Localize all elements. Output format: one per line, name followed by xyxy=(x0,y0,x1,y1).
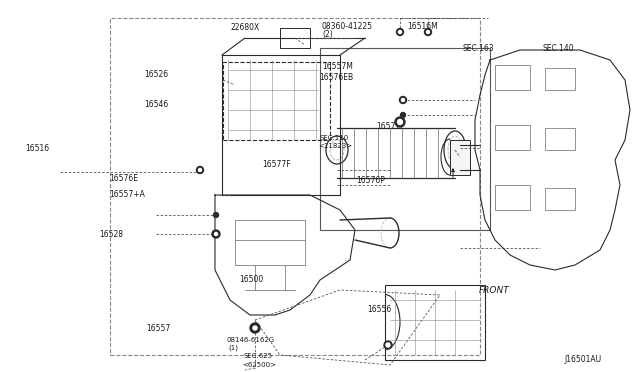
Text: 16500: 16500 xyxy=(239,275,263,283)
Text: 16526: 16526 xyxy=(144,70,168,79)
Circle shape xyxy=(399,96,406,103)
Circle shape xyxy=(399,31,401,33)
Text: 08360-41225: 08360-41225 xyxy=(322,22,373,31)
Text: (1): (1) xyxy=(228,344,239,351)
Circle shape xyxy=(401,99,404,102)
Text: 16528: 16528 xyxy=(99,230,123,239)
Text: 16516: 16516 xyxy=(26,144,50,153)
Text: 16557+A: 16557+A xyxy=(109,190,145,199)
Bar xyxy=(385,285,485,360)
Circle shape xyxy=(397,119,403,125)
Circle shape xyxy=(386,343,390,347)
Text: SEC.140: SEC.140 xyxy=(543,44,574,53)
Circle shape xyxy=(250,323,260,333)
Text: 16576EB: 16576EB xyxy=(319,73,353,82)
Circle shape xyxy=(426,31,429,33)
Bar xyxy=(495,185,530,210)
Text: 16557: 16557 xyxy=(146,324,170,333)
Circle shape xyxy=(401,112,406,118)
Circle shape xyxy=(214,212,218,218)
Bar xyxy=(450,140,470,175)
Text: SEC.625: SEC.625 xyxy=(243,353,272,359)
Circle shape xyxy=(395,117,405,127)
Bar xyxy=(545,68,575,90)
Circle shape xyxy=(212,230,220,238)
Circle shape xyxy=(253,326,257,330)
Circle shape xyxy=(214,232,218,235)
Text: 16576P: 16576P xyxy=(356,176,385,185)
Text: 16577F: 16577F xyxy=(262,160,291,169)
Text: 16516M: 16516M xyxy=(407,22,438,31)
Circle shape xyxy=(424,29,431,35)
Circle shape xyxy=(196,167,204,173)
Text: 08146-6162G: 08146-6162G xyxy=(227,337,275,343)
Text: 16556: 16556 xyxy=(367,305,392,314)
Text: FRONT: FRONT xyxy=(479,286,509,295)
Bar xyxy=(110,18,480,355)
Text: 16577F: 16577F xyxy=(376,122,405,131)
Text: SEC.110: SEC.110 xyxy=(320,135,349,141)
Text: 16576E: 16576E xyxy=(109,174,138,183)
Text: 16557M: 16557M xyxy=(323,62,353,71)
Bar xyxy=(545,188,575,210)
Circle shape xyxy=(397,29,403,35)
Text: J16501AU: J16501AU xyxy=(564,355,602,364)
Bar xyxy=(223,62,330,140)
Text: 22680X: 22680X xyxy=(230,23,260,32)
Text: <11823>: <11823> xyxy=(319,143,353,149)
Bar xyxy=(280,28,310,48)
Bar xyxy=(495,65,530,90)
Text: (2): (2) xyxy=(322,31,333,39)
Bar xyxy=(320,48,490,230)
Bar xyxy=(545,128,575,150)
Text: SEC.163: SEC.163 xyxy=(462,44,493,53)
Text: <62500>: <62500> xyxy=(242,362,276,368)
Bar xyxy=(495,125,530,150)
Text: 16546: 16546 xyxy=(144,100,168,109)
Circle shape xyxy=(198,169,202,171)
Circle shape xyxy=(384,341,392,349)
